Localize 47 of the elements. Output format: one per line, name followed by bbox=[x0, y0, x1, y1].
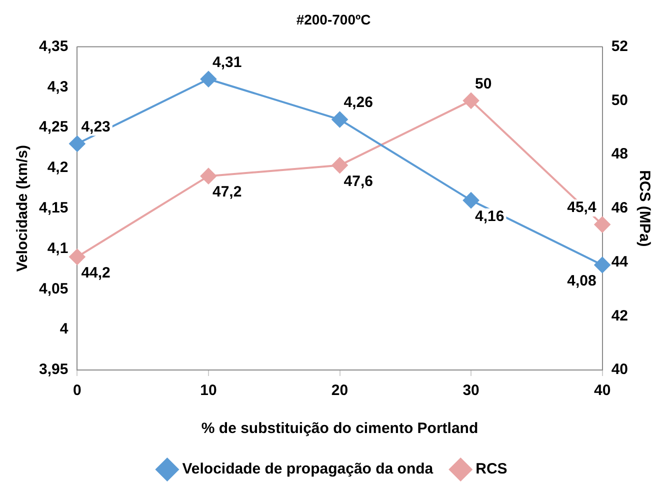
point bbox=[200, 168, 216, 184]
x-tick-label: 40 bbox=[594, 382, 611, 400]
data-label: 4,08 bbox=[567, 272, 596, 290]
point bbox=[332, 112, 348, 128]
y2-tick-label: 52 bbox=[611, 38, 628, 55]
data-label: 4,16 bbox=[475, 208, 504, 225]
y2-tick-label: 42 bbox=[611, 307, 628, 324]
data-label: 47,6 bbox=[344, 172, 373, 190]
point bbox=[594, 256, 610, 273]
y-axis-title: Velocidade (km/s) bbox=[14, 145, 32, 272]
data-label: 4,26 bbox=[344, 94, 373, 112]
y-tick-label: 4,3 bbox=[47, 78, 68, 96]
x-tick-label: 20 bbox=[331, 382, 348, 400]
y-tick-label: 4,15 bbox=[38, 200, 68, 217]
y2-tick-label: 50 bbox=[611, 92, 628, 109]
y-tick-label: 4,25 bbox=[38, 118, 68, 136]
x-tick-label: 10 bbox=[200, 382, 217, 400]
y2-tick-label: 46 bbox=[611, 200, 628, 217]
legend-label: RCS bbox=[476, 460, 508, 478]
x-tick-label: 0 bbox=[73, 382, 82, 400]
x-axis-title: % de substituição do cimento Portland bbox=[201, 420, 478, 438]
y2-tick-label: 40 bbox=[611, 361, 628, 378]
x-tick-label: 30 bbox=[462, 382, 480, 400]
point bbox=[463, 92, 480, 109]
y2-tick-label: 44 bbox=[611, 253, 629, 270]
data-label: 50 bbox=[475, 75, 492, 92]
y-tick-label: 3,95 bbox=[38, 361, 68, 378]
y2-axis-title: RCS (MPa) bbox=[636, 170, 653, 247]
point bbox=[69, 136, 86, 152]
data-label: 4,31 bbox=[212, 54, 242, 71]
chart-title: #200-700ºC bbox=[296, 11, 371, 28]
data-label: 4,23 bbox=[81, 118, 110, 136]
point bbox=[594, 216, 610, 233]
y-tick-label: 4,1 bbox=[47, 240, 68, 257]
y-tick-label: 4,05 bbox=[38, 280, 68, 298]
point bbox=[463, 192, 480, 208]
data-label: 47,2 bbox=[212, 184, 242, 201]
point bbox=[69, 248, 86, 265]
legend-label: Velocidade de propagação da onda bbox=[182, 460, 434, 478]
point bbox=[200, 71, 216, 88]
y-tick-label: 4 bbox=[60, 320, 69, 338]
y-tick-label: 4,35 bbox=[38, 38, 68, 55]
point bbox=[332, 157, 348, 174]
data-label: 45,4 bbox=[567, 199, 597, 216]
data-label: 44,2 bbox=[81, 264, 110, 282]
y-tick-label: 4,2 bbox=[47, 159, 68, 176]
y2-tick-label: 48 bbox=[611, 146, 628, 163]
